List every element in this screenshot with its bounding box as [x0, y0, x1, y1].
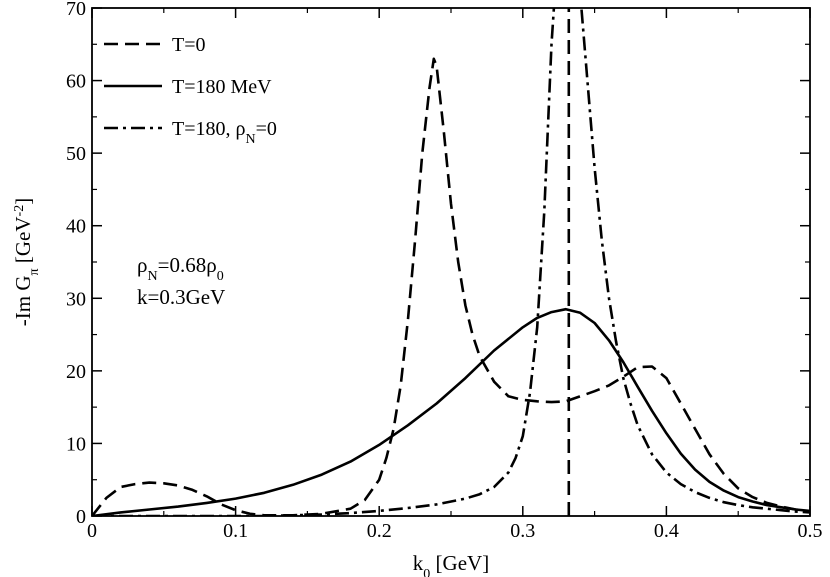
y-tick-label: 0 — [76, 506, 86, 528]
legend-label-1: T=0 — [172, 34, 206, 56]
annotation-2: k=0.3GeV — [137, 285, 225, 309]
x-tick-label: 0.4 — [654, 520, 679, 542]
y-tick-label: 50 — [66, 143, 86, 165]
series-layer — [92, 8, 810, 516]
x-tick-label: 0.2 — [367, 520, 392, 542]
annotation-1: ρN=0.68ρ0 — [137, 253, 224, 284]
x-tick-label: 0.5 — [798, 520, 823, 542]
labels-layer: 0 0.1 0.2 0.3 0.4 0.5 0 10 20 30 40 50 60 70 k0 [GeV] -… — [11, 0, 823, 577]
y-tick-label: 20 — [66, 361, 86, 383]
legend-label-2: T=180 MeV — [172, 76, 272, 98]
series-line-1 — [92, 57, 810, 516]
series-line-3 — [92, 8, 810, 516]
legend: T=0 T=180 MeV T=180, ρN=0 — [104, 34, 277, 147]
series-line-2 — [92, 307, 810, 516]
ticks-layer — [91, 7, 811, 517]
x-axis-title: k0 [GeV] — [413, 551, 489, 577]
legend-label-3: T=180, ρN=0 — [172, 118, 277, 147]
y-tick-label: 60 — [66, 71, 86, 93]
x-tick-label: 0.3 — [510, 520, 535, 542]
y-axis-title: -Im Gπ [GeV-2] — [11, 198, 42, 326]
y-tick-label: 70 — [66, 0, 86, 20]
x-tick-label: 0.1 — [223, 520, 248, 542]
y-tick-label: 40 — [66, 216, 86, 238]
y-tick-label: 30 — [66, 288, 86, 310]
x-tick-label: 0 — [87, 520, 97, 542]
y-tick-label: 10 — [66, 433, 86, 455]
